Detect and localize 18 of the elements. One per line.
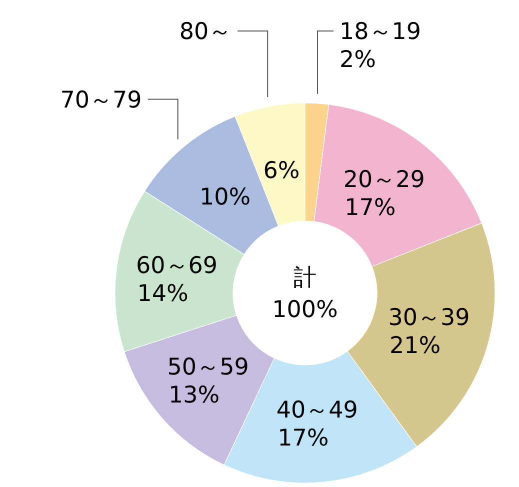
slice-label: 30～39 — [388, 305, 470, 332]
slice-label: 20～29 — [343, 166, 425, 193]
data-label: 21% — [390, 333, 441, 360]
slice-label: 60～69 — [136, 252, 218, 279]
slice-label: 40～49 — [276, 398, 358, 424]
data-label: 13% — [168, 382, 220, 408]
data-label: 10% — [200, 184, 251, 210]
text: 計 — [294, 265, 316, 291]
data-label: 2% — [340, 47, 376, 73]
slice-label: 70～79 — [60, 87, 142, 114]
slice-label: 80～ — [179, 19, 232, 45]
text: 100% — [272, 297, 338, 323]
data-label: 14% — [137, 280, 188, 307]
data-label: 17% — [344, 194, 396, 221]
slice-label: 50～59 — [167, 354, 249, 380]
data-label: 17% — [278, 426, 329, 452]
data-label: 6% — [263, 158, 300, 184]
slice-label: 18～19 — [340, 19, 422, 45]
